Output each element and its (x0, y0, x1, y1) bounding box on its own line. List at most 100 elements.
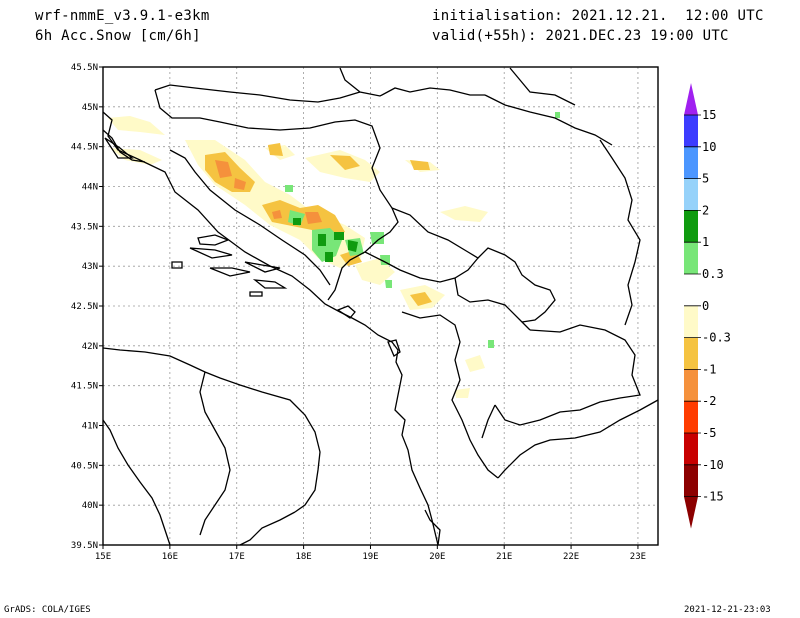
colorbar-segment (684, 146, 698, 179)
snow-area-moderate (330, 155, 360, 170)
lat-tick-label: 40N (82, 501, 98, 511)
colorbar-top-cap (684, 83, 698, 115)
snow-area-light (455, 388, 470, 398)
snow-area-heavy (272, 210, 282, 219)
island-vis (171, 261, 183, 269)
lon-tick-label: 23E (630, 552, 646, 562)
snow-area-green-light (285, 185, 293, 192)
colorbar-label: -0.3 (702, 331, 731, 345)
lon-tick-label: 18E (295, 552, 311, 562)
lon-tick-label: 16E (162, 552, 178, 562)
colorbar-label: -1 (702, 362, 716, 376)
lake-skadar (387, 339, 401, 357)
snow-area-moderate (410, 292, 432, 306)
snow-area-light (440, 206, 488, 222)
colorbar-label: -15 (702, 490, 724, 504)
lon-tick-label: 20E (429, 552, 445, 562)
border-lake-ohrid (481, 404, 496, 439)
lat-tick-label: 41N (82, 422, 98, 432)
coastline-italy (102, 347, 321, 513)
snow-area-moderate (268, 143, 283, 156)
colorbar-segment (684, 242, 698, 274)
snow-area-green-dark (348, 240, 358, 252)
lat-tick-label: 43.5N (71, 222, 98, 232)
lat-tick-label: 43N (82, 262, 98, 272)
snow-area-green-dark (318, 234, 326, 246)
colorbar-label: 15 (702, 108, 716, 122)
colorbar: 15 10 5 2 1 0.3 0 -0.3 -1 -2 -5 -10 -15 (684, 83, 731, 529)
coastline-italy-gulf (239, 511, 296, 546)
border-bosnia-west (169, 149, 331, 286)
colorbar-segment (684, 369, 698, 402)
colorbar-label: -10 (702, 458, 724, 472)
model-title: wrf-nmmE_v3.9.1-e3km (35, 8, 210, 24)
generated-timestamp: 2021-12-21-23:03 (684, 605, 771, 615)
colorbar-bottom-cap (684, 496, 698, 529)
lon-tick-label: 22E (563, 552, 579, 562)
snow-area-green-dark (293, 218, 301, 225)
island-pag (104, 137, 134, 159)
snow-field (108, 112, 560, 398)
colorbar-label: 0.3 (702, 267, 724, 281)
border-montenegro (364, 251, 479, 283)
lat-tick-label: 39.5N (71, 541, 98, 551)
init-time: initialisation: 2021.12.21. 12:00 UTC (432, 8, 764, 24)
border-albania-north (401, 311, 499, 479)
border-north-macedonia (494, 324, 641, 426)
snow-area-heavy (215, 160, 232, 178)
colorbar-label: 10 (702, 140, 716, 154)
snow-area-light (465, 355, 485, 372)
snow-area-green-light (555, 112, 560, 118)
colorbar-segment (684, 433, 698, 465)
lat-tick-label: 45.5N (71, 63, 98, 73)
snow-area-green-light (380, 255, 390, 265)
snow-area-heavy (305, 212, 322, 224)
lon-tick-label: 15E (95, 552, 111, 562)
coastline-albania-south (424, 509, 441, 546)
latitude-labels: 45.5N 45N 44.5N 44N 43.5N 43N 42.5N 42N 41.5N 41N… (71, 63, 103, 551)
border-hungary (339, 67, 485, 97)
island-korcula (209, 267, 251, 277)
colorbar-segment (684, 337, 698, 370)
lat-tick-label: 41.5N (71, 382, 98, 392)
colorbar-label: 2 (702, 203, 709, 217)
lon-tick-label: 17E (229, 552, 245, 562)
lat-tick-label: 44N (82, 183, 98, 193)
snow-area-light (108, 116, 165, 135)
border-serbia-bulgaria (599, 139, 641, 326)
snow-area-moderate (262, 200, 345, 238)
border-serbia (391, 207, 556, 323)
colorbar-segment (684, 178, 698, 211)
variable-title: 6h Acc.Snow [cm/6h] (35, 28, 201, 44)
lat-tick-label: 45N (82, 103, 98, 113)
lon-tick-label: 21E (496, 552, 512, 562)
border-kosovo (454, 277, 531, 331)
grads-credit: GrADS: COLA/IGES (4, 605, 91, 615)
coastline-adriatic-east (102, 111, 439, 546)
colorbar-segment (684, 115, 698, 147)
snow-area-green-light (370, 232, 384, 244)
border-serbia-romania (509, 67, 576, 106)
snow-area-moderate (410, 160, 430, 170)
border-croatia-bosnia (154, 89, 399, 301)
colorbar-label: 5 (702, 172, 709, 186)
border-croatia-north (154, 84, 361, 103)
lat-tick-label: 44.5N (71, 143, 98, 153)
snow-area-green-light (488, 340, 494, 348)
lon-tick-label: 19E (362, 552, 378, 562)
coastline-italy-heel (102, 419, 171, 546)
coastlines-borders (102, 67, 659, 546)
colorbar-segment (684, 401, 698, 433)
lat-tick-label: 40.5N (71, 461, 98, 471)
bay-kotor (336, 305, 356, 319)
island-brac (197, 234, 230, 246)
island-hvar (189, 247, 233, 259)
lat-tick-label: 42N (82, 342, 98, 352)
border-danube (484, 94, 613, 146)
colorbar-label: -5 (702, 426, 716, 440)
snow-area-green-dark (334, 232, 344, 240)
lat-tick-label: 42.5N (71, 302, 98, 312)
island-mljet (252, 279, 288, 289)
border-greece (497, 399, 659, 479)
